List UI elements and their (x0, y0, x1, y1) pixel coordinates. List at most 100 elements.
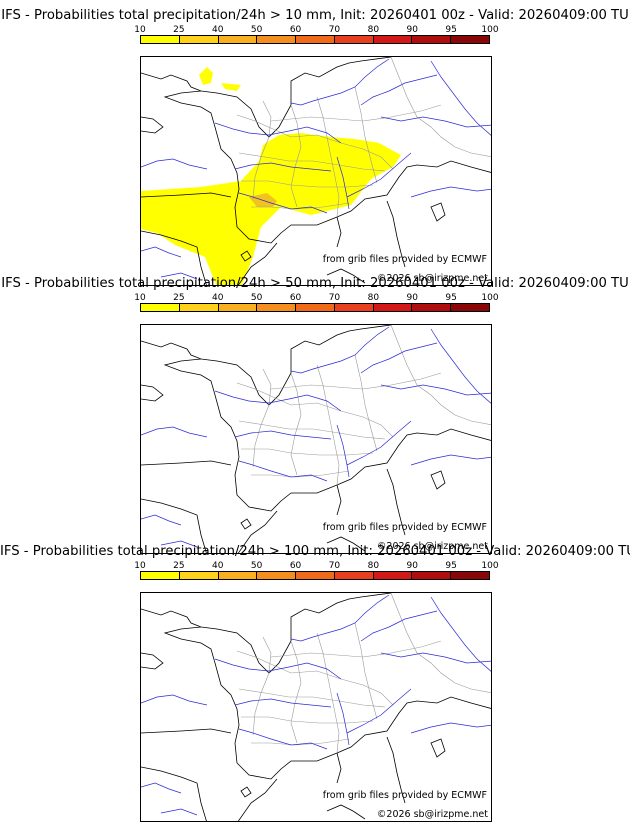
scale-tick-label: 90 (406, 561, 418, 571)
river (160, 272, 198, 280)
scale-tick-label: 60 (289, 293, 302, 303)
coastline (163, 626, 491, 780)
coastline (336, 484, 342, 516)
map-svg (141, 593, 491, 821)
scale-color-segment (218, 36, 258, 43)
coastline (430, 202, 446, 222)
scale-tick-label: 80 (367, 293, 380, 303)
scale-color-segment (257, 304, 297, 311)
probability-scale: 10 25 40 50 60 70 80 90 95 100 (134, 561, 499, 583)
region-boundary (238, 420, 386, 440)
coastline (336, 752, 342, 784)
coastline (163, 358, 491, 512)
coastline (386, 200, 406, 268)
region-boundary (390, 593, 491, 693)
region-boundary (236, 114, 394, 170)
scale-color-segment (296, 36, 335, 43)
coastline (326, 536, 366, 552)
scale-color-segment (257, 36, 297, 43)
river (238, 192, 328, 214)
scale-tick-label: 10 (134, 25, 146, 35)
coastline (141, 652, 164, 670)
river (410, 454, 491, 466)
coastline (240, 786, 252, 798)
scale-tick-label: 40 (212, 561, 224, 571)
coastline (237, 510, 278, 553)
scale-tick-label: 90 (406, 293, 418, 303)
coastline (326, 804, 366, 820)
scale-color-segment (373, 304, 413, 311)
region-boundary (390, 57, 491, 157)
coastline (336, 216, 342, 248)
river (346, 688, 412, 734)
coastline (141, 766, 207, 821)
coastline (141, 192, 232, 198)
scale-color-segment (141, 572, 180, 579)
scale-tick-label: 95 (445, 293, 457, 303)
scale-color-segment (334, 572, 374, 579)
river (336, 156, 350, 210)
river (346, 420, 412, 466)
ecmwf-credit: from grib files provided by ECMWF (322, 254, 487, 265)
ecmwf-credit: from grib files provided by ECMWF (322, 522, 487, 533)
scale-color-segment (451, 572, 490, 579)
region-boundary (316, 632, 340, 754)
river (430, 60, 491, 136)
precip-probability-area (199, 67, 213, 85)
river (410, 186, 491, 198)
coastline (240, 250, 252, 262)
river (160, 540, 198, 548)
scale-tick-label: 95 (445, 561, 457, 571)
river (214, 122, 342, 144)
scale-tick-label: 80 (367, 561, 380, 571)
panel-100mm: IFS - Probabilities total precipitation/… (0, 544, 630, 822)
scale-color-segment (412, 572, 452, 579)
coastline (141, 460, 232, 466)
region-boundary (270, 104, 442, 122)
scale-color-segment (334, 36, 374, 43)
coastline (141, 384, 164, 402)
panel-50mm: IFS - Probabilities total precipitation/… (0, 276, 630, 554)
river (141, 158, 208, 170)
river (410, 722, 491, 734)
precip-probability-area (141, 133, 401, 285)
scale-color-segment (141, 304, 180, 311)
scale-tick-label: 70 (328, 293, 341, 303)
region-boundary (241, 448, 374, 456)
coastline (141, 57, 392, 138)
scale-tick-label: 50 (250, 561, 263, 571)
scale-tick-label: 90 (406, 25, 418, 35)
panel-title: IFS - Probabilities total precipitation/… (0, 544, 630, 559)
scale-labels: 10 25 40 50 60 70 80 90 95 100 (134, 561, 498, 571)
scale-color-segment (141, 36, 180, 43)
coastline (141, 116, 164, 134)
river (234, 698, 332, 708)
region-boundary (251, 470, 350, 478)
river (290, 326, 390, 374)
scale-tick-label: 50 (250, 293, 263, 303)
river (238, 728, 328, 750)
scale-color-segment (179, 36, 219, 43)
scale-labels: 10 25 40 50 60 70 80 90 95 100 (134, 293, 498, 303)
scale-color-segment (179, 572, 219, 579)
region-boundary (390, 325, 491, 425)
region-boundary (290, 640, 302, 744)
river (336, 424, 350, 478)
coastline (326, 268, 366, 284)
coastline (237, 242, 278, 285)
scale-tick-label: 40 (212, 293, 224, 303)
scale-color-segment (218, 304, 258, 311)
scale-labels: 10 25 40 50 60 70 80 90 95 100 (134, 25, 498, 35)
region-boundary (290, 372, 302, 476)
scale-tick-label: 60 (289, 561, 302, 571)
river (141, 426, 208, 438)
scale-color-segment (451, 304, 490, 311)
scale-color-segment (218, 572, 258, 579)
region-boundary (238, 152, 386, 172)
scale-tick-label: 70 (328, 25, 341, 35)
region-boundary (270, 372, 442, 390)
scale-color-segment (296, 572, 335, 579)
scale-color-segment (296, 304, 335, 311)
ecmwf-credit: from grib files provided by ECMWF (322, 790, 487, 801)
scale-tick-label: 95 (445, 25, 457, 35)
